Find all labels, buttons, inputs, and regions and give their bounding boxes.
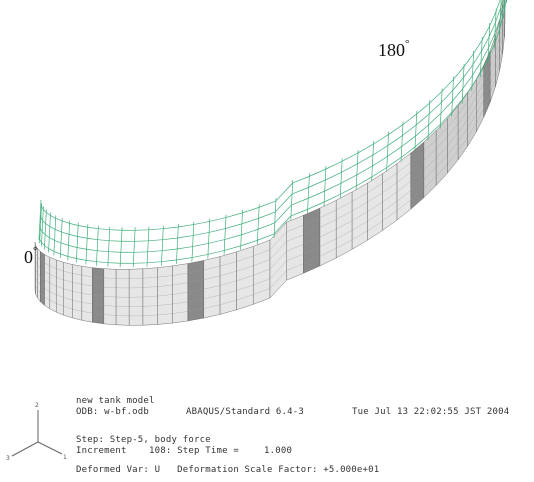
deformation-info: Deformed Var: U Deformation Scale Factor… — [76, 465, 380, 475]
step-label: Step: Step-5, body force — [76, 435, 211, 445]
triad-axis-1: 1 — [63, 454, 67, 461]
model-viewport[interactable] — [0, 0, 534, 380]
triad-axis-3: 3 — [6, 455, 10, 462]
timestamp: Tue Jul 13 22:02:55 JST 2004 — [352, 407, 510, 417]
coordinate-triad-icon: 2 1 3 — [6, 402, 67, 462]
solver-version: ABAQUS/Standard 6.4-3 — [186, 407, 304, 417]
odb-name: ODB: w-bf.odb — [76, 407, 150, 417]
step-time-value: 1.000 — [264, 446, 293, 456]
model-title: new tank model — [76, 396, 155, 406]
tank-model-render — [34, 0, 508, 326]
increment-label: Increment 108: Step Time = — [76, 446, 239, 456]
triad-axis-2: 2 — [35, 402, 39, 409]
angle-label-180: 180° — [378, 38, 410, 60]
angle-label-0: 0° — [24, 245, 38, 267]
viewport-info-legend: new tank model ODB: w-bf.odb ABAQUS/Stan… — [0, 380, 534, 482]
